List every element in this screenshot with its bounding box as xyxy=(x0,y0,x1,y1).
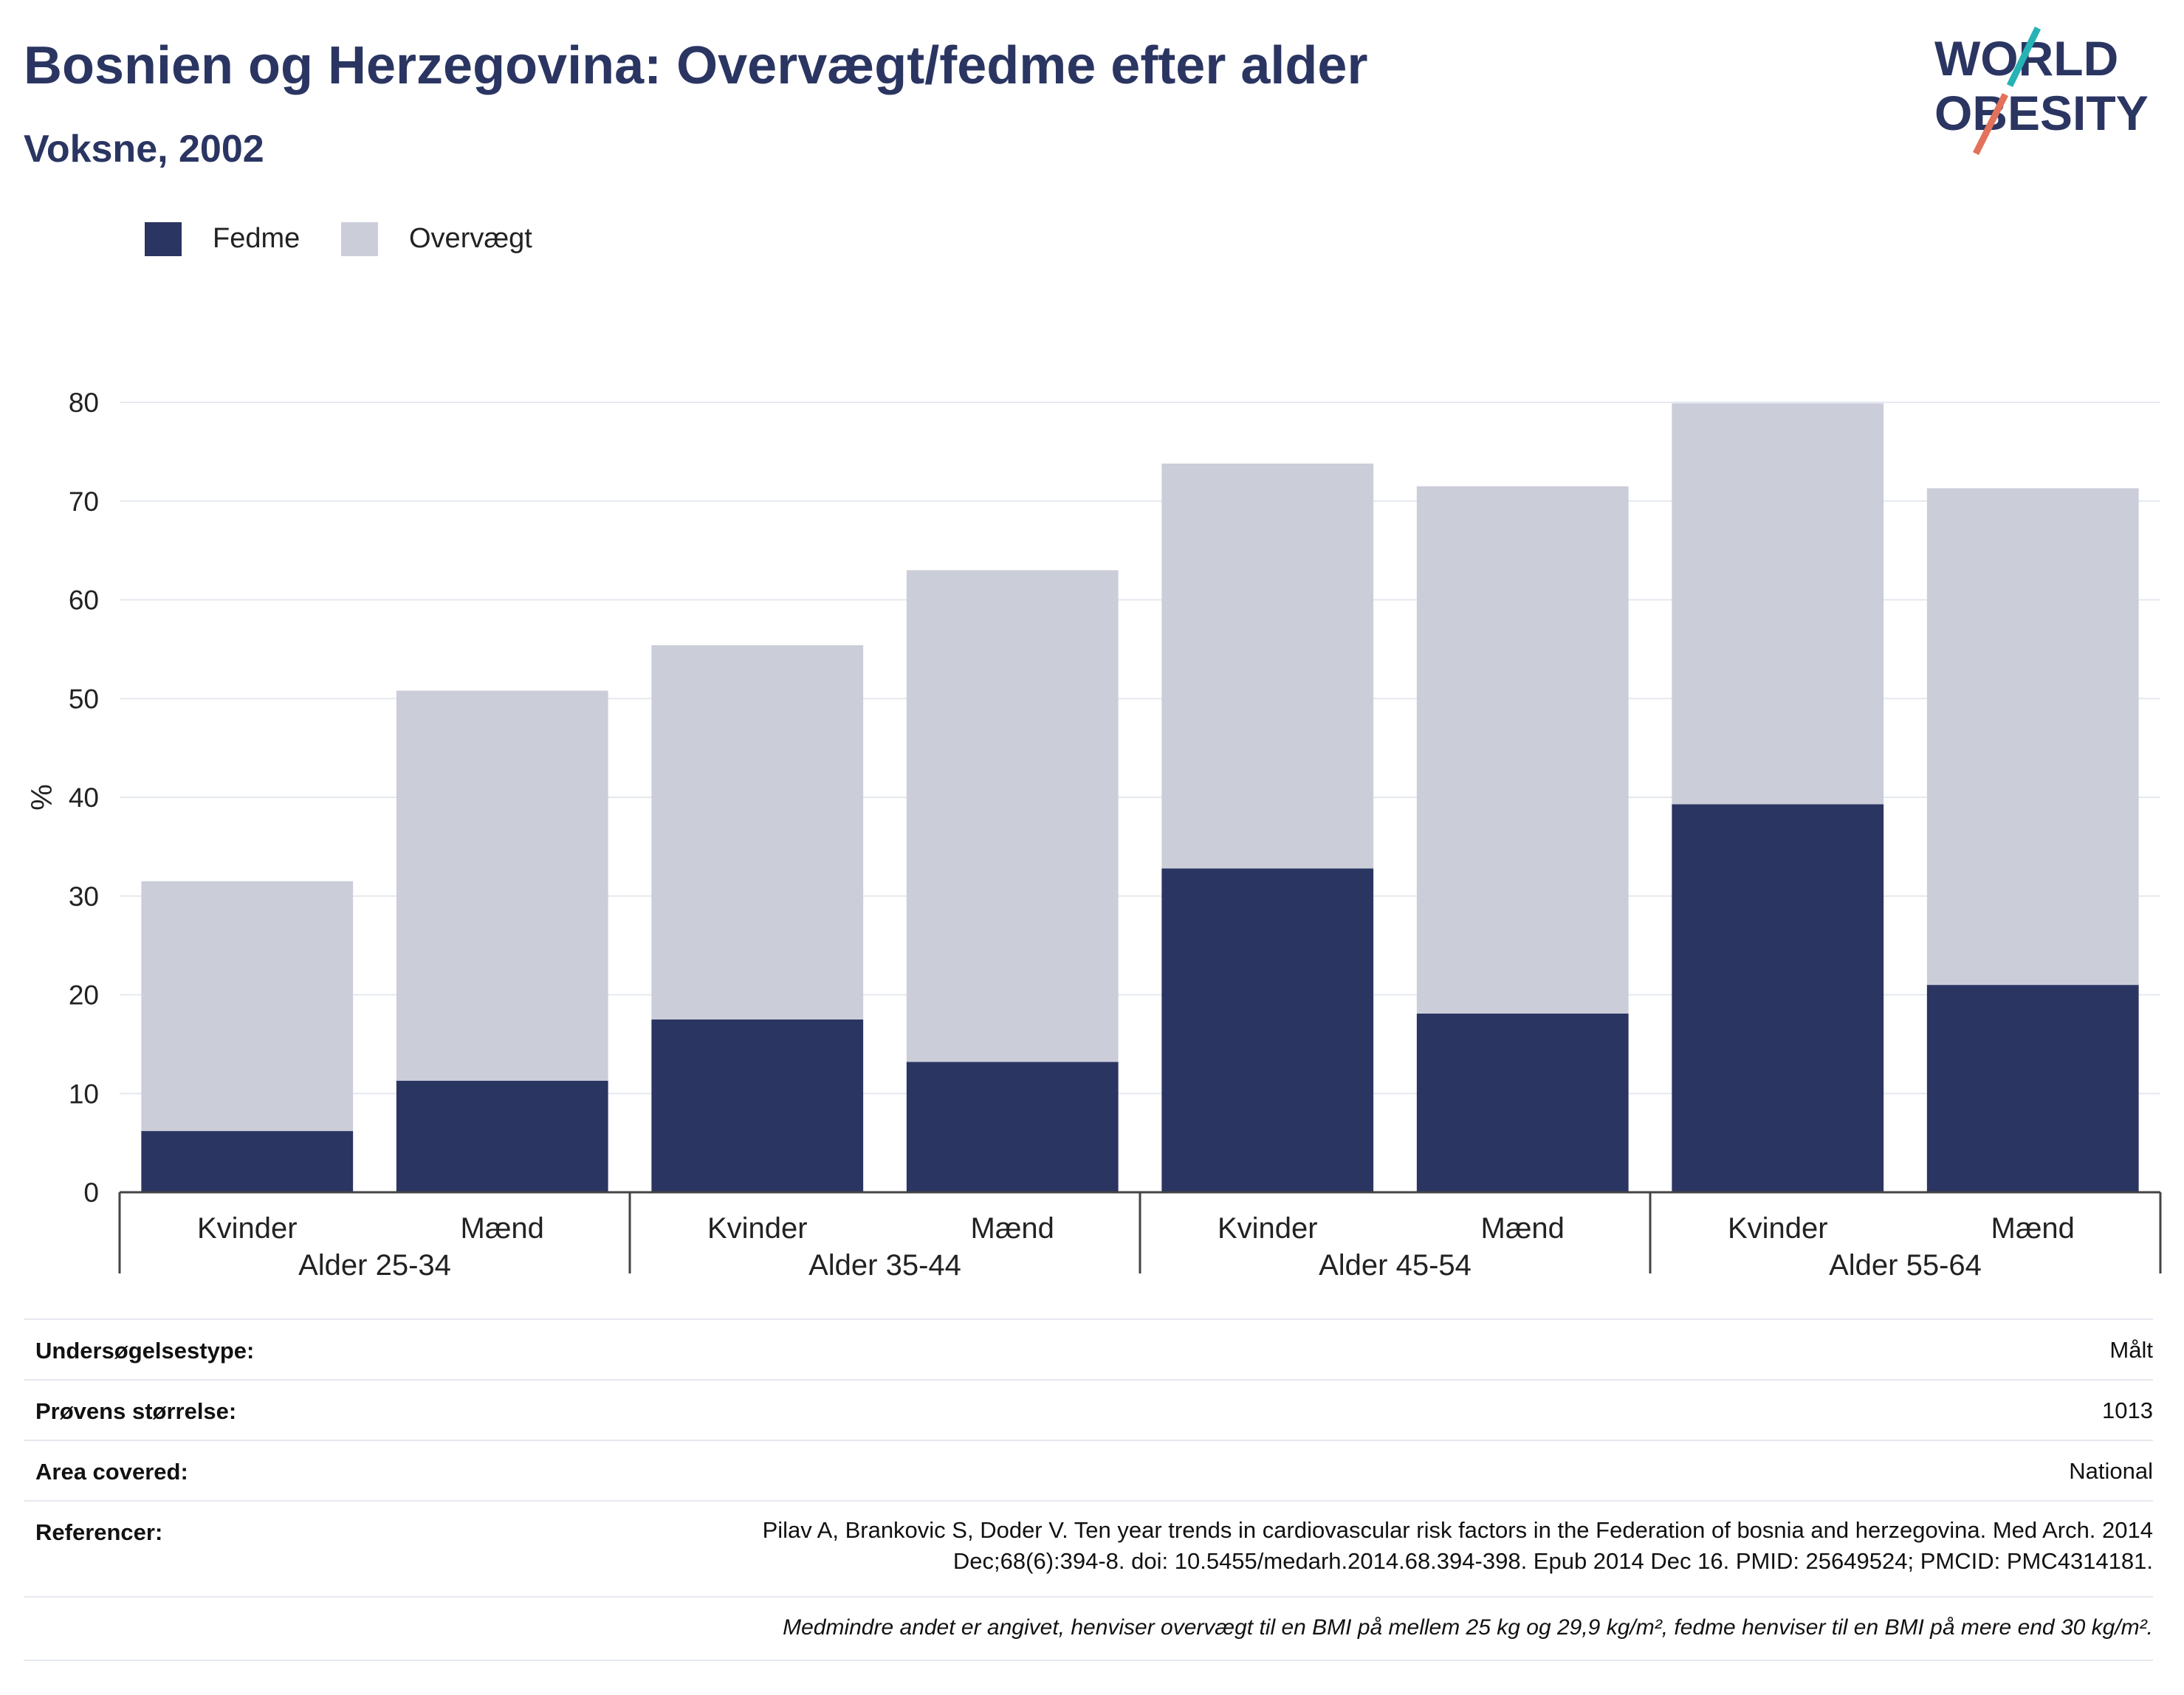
group-label: Alder 55-64 xyxy=(1829,1249,1982,1282)
page-subtitle: Voksne, 2002 xyxy=(24,128,264,171)
group-label: Alder 45-54 xyxy=(1319,1249,1472,1282)
y-tick-label: 20 xyxy=(69,980,99,1011)
bar-fedme-2 xyxy=(651,1019,864,1192)
bar-fedme-1 xyxy=(396,1080,608,1192)
bar-overvaegt-5 xyxy=(1416,486,1629,1014)
info-value-survey-type: Målt xyxy=(2109,1337,2153,1363)
y-tick-label: 60 xyxy=(69,585,99,616)
bar-overvaegt-2 xyxy=(651,645,864,1020)
x-tick-label: Kvinder xyxy=(1218,1212,1318,1245)
definition-note: Medmindre andet er angivet, henviser ove… xyxy=(783,1615,2153,1640)
x-tick-label: Kvinder xyxy=(1728,1212,1828,1245)
group-label: Alder 25-34 xyxy=(298,1249,451,1282)
x-tick-label: Mænd xyxy=(1481,1212,1565,1245)
legend-label-overvaegt: Overvægt xyxy=(409,223,532,254)
info-row-survey-type: Undersøgelsestype: Målt xyxy=(24,1318,2153,1381)
info-value-sample-size: 1013 xyxy=(2102,1397,2153,1423)
y-tick-label: 10 xyxy=(69,1079,99,1109)
bar-fedme-3 xyxy=(906,1062,1119,1192)
info-value-area: National xyxy=(2069,1458,2153,1484)
info-row-area: Area covered: National xyxy=(24,1440,2153,1502)
reference-line-2: Dec;68(6):394-8. doi: 10.5455/medarh.201… xyxy=(952,1548,2153,1574)
legend-swatch-overvaegt xyxy=(341,222,378,256)
logo-slash-bottom xyxy=(1972,92,2009,155)
bar-overvaegt-3 xyxy=(906,570,1119,1062)
x-tick-label: Mænd xyxy=(1991,1212,2075,1245)
logo-line2: OBESITY xyxy=(1934,86,2149,140)
y-tick-label: 40 xyxy=(69,783,99,813)
info-key-survey-type: Undersøgelsestype: xyxy=(35,1338,255,1364)
legend-swatch-fedme xyxy=(145,222,182,256)
stacked-bar-chart: 0 10 20 30 40 50 60 70 80% Kvinder Mænd Kvinder Mænd… xyxy=(26,388,2162,1282)
logo-slash-top xyxy=(2006,27,2042,87)
reference-line-1: Pilav A, Brankovic S, Doder V. Ten year … xyxy=(762,1517,2153,1543)
bar-fedme-5 xyxy=(1416,1013,1629,1192)
info-key-area: Area covered: xyxy=(35,1459,188,1485)
bar-overvaegt-7 xyxy=(1926,488,2139,986)
y-tick-label: 70 xyxy=(69,487,99,517)
page-title: Bosnien og Herzegovina: Overvægt/fedme e… xyxy=(24,36,1368,95)
y-axis-label: % xyxy=(26,784,58,811)
info-value-references: Pilav A, Brankovic S, Doder V. Ten year … xyxy=(763,1515,2153,1577)
bar-overvaegt-4 xyxy=(1161,463,1374,869)
bar-fedme-4 xyxy=(1161,868,1374,1192)
x-tick-label: Mænd xyxy=(461,1212,544,1245)
y-tick-label: 30 xyxy=(69,881,99,912)
bar-fedme-7 xyxy=(1926,985,2139,1192)
y-tick-label: 80 xyxy=(69,388,99,418)
bar-overvaegt-1 xyxy=(396,690,608,1081)
info-row-sample-size: Prøvens størrelse: 1013 xyxy=(24,1379,2153,1441)
legend-label-fedme: Fedme xyxy=(213,223,301,254)
x-tick-label: Kvinder xyxy=(197,1212,298,1245)
bar-fedme-6 xyxy=(1672,804,1884,1192)
info-key-sample-size: Prøvens størrelse: xyxy=(35,1398,237,1424)
info-row-references: Referencer: Pilav A, Brankovic S, Doder … xyxy=(24,1500,2153,1598)
x-tick-label: Kvinder xyxy=(707,1212,808,1245)
bar-fedme-0 xyxy=(141,1131,354,1192)
x-tick-label: Mænd xyxy=(971,1212,1054,1245)
y-tick-label: 50 xyxy=(69,684,99,714)
y-tick-label: 0 xyxy=(83,1177,99,1208)
world-obesity-logo: WORLD OBESITY xyxy=(1934,27,2149,155)
group-label: Alder 35-44 xyxy=(808,1249,961,1282)
info-row-note: Medmindre andet er angivet, henviser ove… xyxy=(24,1596,2153,1661)
bar-overvaegt-6 xyxy=(1672,403,1884,805)
bar-overvaegt-0 xyxy=(141,881,354,1132)
info-key-references: Referencer: xyxy=(35,1519,163,1545)
